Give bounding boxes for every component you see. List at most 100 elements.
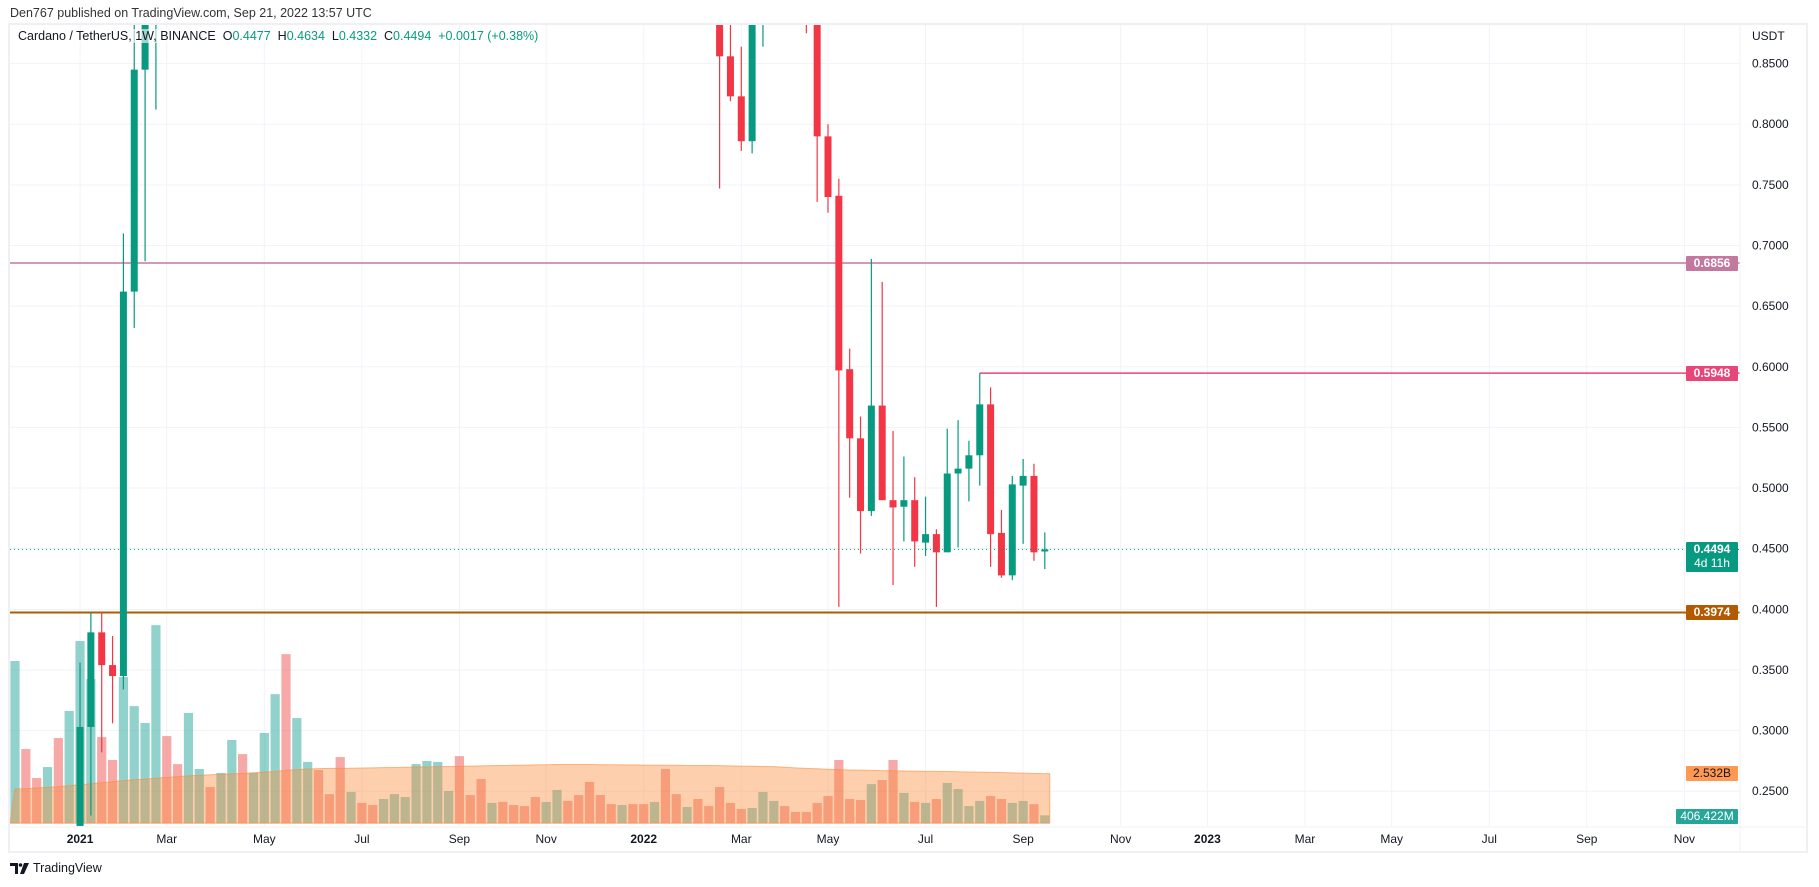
- volume-bar: [411, 764, 421, 824]
- price-tick-label: 0.7000: [1752, 239, 1789, 253]
- candle: [867, 258, 875, 516]
- volume-bar: [910, 801, 920, 824]
- volume-bar: [552, 789, 562, 824]
- volume-bar: [10, 661, 20, 824]
- candle: [997, 509, 1005, 578]
- time-tick-label: Mar: [1295, 832, 1316, 846]
- volume-bar: [790, 811, 801, 824]
- volume-bar: [736, 808, 746, 824]
- volume-bar: [216, 772, 226, 824]
- price-axis[interactable]: 0.8500 0.8000 0.7500 0.7000 0.6500 0.6000 0.55…: [1752, 57, 1789, 799]
- volume-bar: [227, 740, 237, 824]
- volume-tag: 406.422M: [1676, 809, 1738, 824]
- volume-bar: [953, 789, 963, 824]
- volume-bar: [606, 804, 616, 824]
- tradingview-logo[interactable]: TradingView: [10, 861, 102, 875]
- volume-bar: [866, 784, 876, 824]
- volume-bar: [931, 798, 941, 824]
- time-tick-label: Mar: [731, 832, 752, 846]
- candle-body: [109, 665, 117, 677]
- candle: [1008, 475, 1016, 581]
- candle-body: [87, 632, 95, 727]
- volume-bar: [758, 791, 768, 824]
- candle-body: [119, 291, 127, 677]
- candle: [716, 25, 724, 189]
- candle-body: [1041, 549, 1049, 552]
- volume-bar: [21, 749, 31, 824]
- volume-bar: [248, 772, 259, 824]
- volume-bar: [433, 761, 443, 824]
- time-tick-label: Nov: [1674, 832, 1695, 846]
- candle: [932, 529, 940, 607]
- candle-body: [98, 632, 106, 666]
- candle: [824, 124, 832, 213]
- candle-body: [954, 468, 962, 474]
- volume-bar: [259, 732, 269, 824]
- volume-bar: [270, 694, 280, 824]
- volume-bar: [693, 798, 703, 824]
- time-tick-label: Mar: [156, 832, 177, 846]
- candle-body: [1008, 484, 1016, 576]
- last-price-value: 0.4494: [1693, 542, 1731, 556]
- candle-body: [965, 455, 973, 469]
- volume-bar: [162, 736, 172, 824]
- volume-bar: [42, 767, 53, 824]
- horizontal-levels[interactable]: [10, 262, 1740, 614]
- candle-body: [846, 369, 854, 439]
- candle: [1041, 532, 1049, 570]
- volume-bar: [996, 798, 1007, 824]
- volume-bar: [1007, 802, 1017, 824]
- grid: [10, 25, 1740, 826]
- plot-area[interactable]: [10, 0, 1740, 887]
- volume-bar: [584, 781, 595, 824]
- candle: [76, 662, 84, 826]
- candle-body: [716, 25, 724, 57]
- volume-bar: [335, 757, 345, 824]
- volume-bar: [541, 801, 551, 824]
- volume-bar: [173, 764, 183, 824]
- volume-bar: [238, 754, 248, 824]
- candle: [141, 25, 149, 262]
- candle-body: [987, 404, 995, 535]
- candle-body: [1030, 475, 1038, 553]
- time-axis[interactable]: 2021 Mar May Jul Sep Nov 2022 Mar May Jul Sep Nov 20…: [67, 832, 1695, 846]
- candle: [954, 420, 962, 548]
- volume-bar: [964, 806, 974, 824]
- volume-bar: [1040, 815, 1050, 824]
- candle: [965, 440, 973, 502]
- candle-body: [726, 56, 734, 97]
- volume-bar: [942, 782, 952, 824]
- volume-bar: [563, 800, 573, 824]
- time-tick-label: Jul: [918, 832, 933, 846]
- price-tick-label: 0.4500: [1752, 542, 1789, 556]
- volume-bar: [97, 737, 107, 824]
- volume-bar: [986, 796, 996, 824]
- volume-bar: [454, 756, 465, 824]
- time-tick-label: 2022: [630, 832, 657, 846]
- volume-bar: [487, 802, 497, 824]
- volume-bar: [975, 800, 985, 824]
- candle-body: [748, 25, 756, 142]
- bar-countdown: 4d 11h: [1694, 556, 1730, 570]
- candles: [76, 25, 1049, 826]
- price-tick-label: 0.8500: [1752, 57, 1789, 71]
- price-tick-label: 0.7500: [1752, 178, 1789, 192]
- time-tick-label: Sep: [449, 832, 471, 846]
- price-tick-label: 0.5000: [1752, 481, 1789, 495]
- symbol-title[interactable]: Cardano / TetherUS, 1W, BINANCE: [18, 29, 216, 43]
- volume-bar: [194, 769, 204, 824]
- volume-bar: [725, 802, 736, 824]
- volume-bar: [649, 801, 660, 824]
- candle: [813, 25, 821, 202]
- volume-bar: [324, 794, 334, 824]
- time-tick-label: Jul: [354, 832, 369, 846]
- volume-ma-tag: 2.532B: [1686, 766, 1738, 781]
- candle-body: [1019, 475, 1027, 486]
- publish-info: Den767 published on TradingView.com, Sep…: [10, 6, 372, 20]
- volume-bar: [747, 808, 757, 824]
- volume-bar: [64, 710, 74, 824]
- price-axis-currency: USDT: [1752, 29, 1785, 43]
- candle: [87, 611, 95, 816]
- volume-bar: [877, 779, 887, 824]
